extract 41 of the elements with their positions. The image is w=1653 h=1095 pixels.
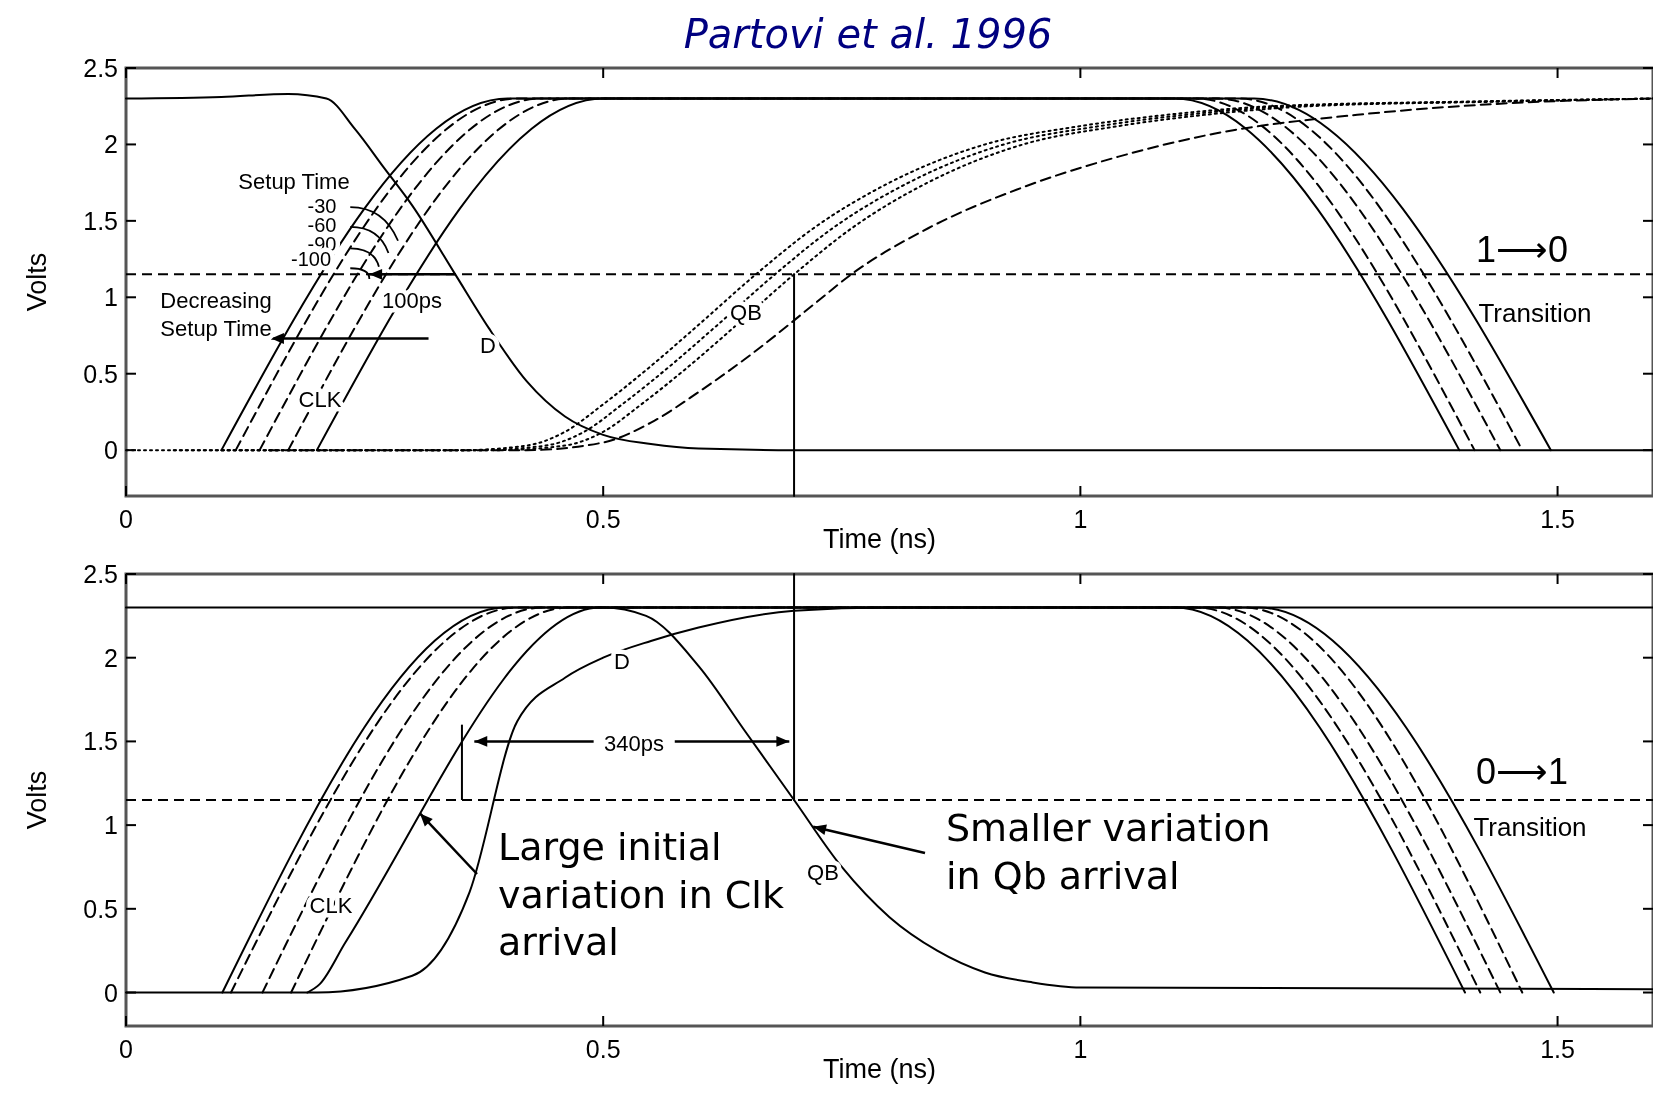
x-tick-label: 0.5 — [585, 1035, 621, 1063]
x-tick-label: 1.5 — [1540, 1035, 1575, 1063]
x-tick-label: 1 — [1073, 505, 1088, 533]
annotation: 1⟶0 — [1475, 229, 1569, 270]
y-tick-label: 2 — [104, 130, 118, 159]
annotation: D — [614, 649, 630, 674]
y-axis-title: Volts — [22, 770, 52, 830]
y-tick-label: 1.5 — [83, 206, 118, 235]
y-axis-title: Volts — [22, 252, 52, 312]
annotation: -60 — [307, 214, 337, 236]
y-tick-label: 0.5 — [83, 359, 118, 388]
annotation: Decreasing Setup Time — [160, 288, 272, 341]
y-tick-label: 2.5 — [83, 560, 118, 588]
annotation: -30 — [307, 195, 337, 217]
annotation: Setup Time — [238, 169, 350, 194]
y-tick-label: 1 — [104, 283, 118, 312]
x-tick-label: 0.5 — [585, 505, 621, 533]
annotation: Transition — [1478, 298, 1592, 328]
annotation: CLK — [309, 893, 353, 918]
x-axis-title: Time (ns) — [823, 524, 936, 554]
annotation: 340ps — [604, 731, 664, 756]
annotation: Transition — [1473, 812, 1587, 842]
y-tick-label: 0.5 — [83, 894, 118, 923]
x-axis-title: Time (ns) — [823, 1054, 936, 1084]
annotation: -100 — [290, 248, 332, 270]
y-tick-label: 1.5 — [83, 727, 118, 756]
annotation: Smaller variation in Qb arrival — [946, 806, 1271, 898]
y-tick-label: 2.5 — [83, 54, 118, 82]
y-tick-label: 1 — [104, 811, 118, 840]
annotation: 0⟶1 — [1475, 751, 1569, 792]
y-tick-label: 0 — [104, 436, 118, 465]
annotation: Large initial variation in Clk arrival — [498, 825, 784, 964]
x-tick-label: 1 — [1073, 1035, 1088, 1063]
x-tick-label: 1.5 — [1540, 505, 1575, 533]
chart-title: Partovi et al. 1996 — [683, 11, 1053, 57]
y-tick-label: 0 — [104, 978, 118, 1007]
annotation: D — [480, 333, 496, 358]
annotation: QB — [807, 860, 839, 885]
annotation: QB — [730, 300, 762, 325]
annotation: CLK — [298, 387, 342, 412]
y-tick-label: 2 — [104, 643, 118, 672]
